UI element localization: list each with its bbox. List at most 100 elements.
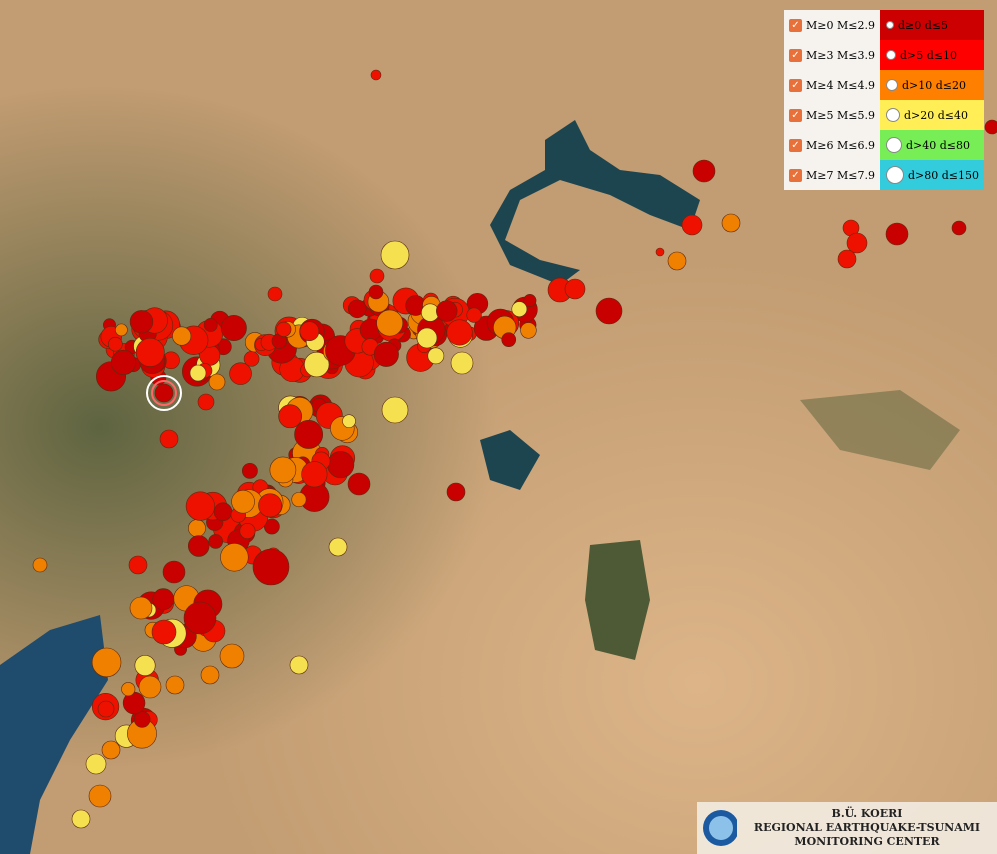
earthquake[interactable] bbox=[220, 543, 249, 572]
earthquake[interactable] bbox=[189, 364, 207, 382]
earthquake[interactable] bbox=[151, 619, 177, 645]
earthquake[interactable] bbox=[219, 643, 245, 669]
earthquake[interactable] bbox=[32, 557, 48, 573]
earthquake[interactable] bbox=[370, 69, 382, 81]
earthquake[interactable] bbox=[220, 315, 247, 342]
earthquake[interactable] bbox=[200, 665, 220, 685]
earthquake[interactable] bbox=[376, 309, 404, 337]
earthquake[interactable] bbox=[154, 383, 174, 403]
earthquake[interactable] bbox=[655, 247, 665, 257]
earthquake[interactable] bbox=[446, 482, 466, 502]
earthquake[interactable] bbox=[304, 351, 330, 378]
earthquake[interactable] bbox=[162, 560, 186, 584]
checkbox[interactable]: ✓ bbox=[789, 108, 802, 122]
earthquake[interactable] bbox=[241, 462, 258, 479]
checkbox[interactable]: ✓ bbox=[789, 48, 802, 62]
earthquake[interactable] bbox=[846, 232, 868, 254]
magnitude-filter[interactable]: ✓ M≥3 M≤3.9 bbox=[784, 40, 880, 70]
earthquake[interactable] bbox=[108, 336, 123, 352]
earthquake[interactable] bbox=[984, 119, 997, 135]
earthquake[interactable] bbox=[450, 351, 474, 375]
magnitude-filter[interactable]: ✓ M≥7 M≤7.9 bbox=[784, 160, 880, 190]
earthquake[interactable] bbox=[380, 240, 410, 270]
earthquake[interactable] bbox=[837, 249, 857, 269]
earthquake[interactable] bbox=[347, 472, 371, 496]
earthquake[interactable] bbox=[721, 213, 741, 233]
earthquake[interactable] bbox=[681, 214, 703, 236]
earthquake[interactable] bbox=[951, 220, 967, 236]
earthquake[interactable] bbox=[327, 451, 355, 479]
earthquake[interactable] bbox=[299, 321, 320, 342]
earthquake[interactable] bbox=[667, 251, 687, 271]
earthquake[interactable] bbox=[71, 809, 91, 829]
earthquake[interactable] bbox=[138, 675, 162, 699]
earthquake[interactable] bbox=[328, 537, 348, 557]
magnitude-filter[interactable]: ✓ M≥0 M≤2.9 bbox=[784, 10, 880, 40]
earthquake[interactable] bbox=[239, 523, 256, 540]
earthquake[interactable] bbox=[523, 294, 537, 308]
earthquake[interactable] bbox=[129, 310, 154, 334]
earthquake[interactable] bbox=[276, 321, 292, 337]
earthquake[interactable] bbox=[267, 286, 283, 302]
checkbox[interactable]: ✓ bbox=[789, 18, 802, 32]
earthquake[interactable] bbox=[91, 647, 122, 678]
earthquake[interactable] bbox=[187, 535, 210, 557]
magnitude-filter[interactable]: ✓ M≥6 M≤6.9 bbox=[784, 130, 880, 160]
magnitude-filter[interactable]: ✓ M≥4 M≤4.9 bbox=[784, 70, 880, 100]
earthquake[interactable] bbox=[165, 675, 185, 695]
earthquake[interactable] bbox=[121, 682, 136, 697]
earthquake[interactable] bbox=[152, 588, 175, 611]
earthquake[interactable] bbox=[427, 347, 445, 365]
earthquake[interactable] bbox=[213, 502, 233, 522]
earthquake[interactable] bbox=[291, 492, 307, 508]
earthquake[interactable] bbox=[129, 596, 153, 620]
earthquake[interactable] bbox=[381, 396, 409, 424]
earthquake[interactable] bbox=[134, 654, 156, 676]
earthquake[interactable] bbox=[466, 307, 482, 323]
earthquake[interactable] bbox=[347, 299, 367, 319]
earthquake[interactable] bbox=[269, 456, 297, 484]
earthquake[interactable] bbox=[446, 319, 473, 346]
earthquake[interactable] bbox=[243, 351, 260, 367]
earthquake[interactable] bbox=[229, 362, 252, 385]
earthquake[interactable] bbox=[373, 341, 399, 367]
earthquake[interactable] bbox=[110, 349, 137, 376]
earthquake[interactable] bbox=[301, 461, 328, 488]
earthquake[interactable] bbox=[203, 318, 218, 332]
checkbox[interactable]: ✓ bbox=[789, 168, 802, 182]
earthquake[interactable] bbox=[197, 393, 215, 411]
earthquake[interactable] bbox=[369, 268, 385, 284]
earthquake[interactable] bbox=[188, 519, 206, 538]
earthquake[interactable] bbox=[128, 555, 148, 575]
earthquake[interactable] bbox=[416, 327, 438, 349]
earthquake[interactable] bbox=[88, 784, 112, 808]
earthquake[interactable] bbox=[183, 601, 217, 635]
earthquake[interactable] bbox=[511, 301, 528, 318]
earthquake[interactable] bbox=[172, 326, 192, 346]
earthquake[interactable] bbox=[501, 332, 517, 347]
earthquake[interactable] bbox=[294, 419, 324, 449]
checkbox[interactable]: ✓ bbox=[789, 138, 802, 152]
earthquake[interactable] bbox=[595, 297, 623, 325]
earthquake[interactable] bbox=[115, 323, 128, 337]
earthquake[interactable] bbox=[278, 404, 303, 429]
earthquake[interactable] bbox=[436, 300, 458, 322]
earthquake[interactable] bbox=[135, 337, 165, 367]
earthquake[interactable] bbox=[692, 159, 716, 183]
earthquake[interactable] bbox=[85, 753, 107, 775]
earthquake[interactable] bbox=[520, 322, 537, 339]
checkbox[interactable]: ✓ bbox=[789, 78, 802, 92]
earthquake[interactable] bbox=[258, 493, 283, 518]
earthquake[interactable] bbox=[231, 489, 255, 514]
earthquake[interactable] bbox=[368, 284, 384, 300]
earthquake[interactable] bbox=[185, 491, 215, 521]
magnitude-filter[interactable]: ✓ M≥5 M≤5.9 bbox=[784, 100, 880, 130]
earthquake[interactable] bbox=[564, 278, 586, 300]
earthquake[interactable] bbox=[252, 548, 290, 586]
earthquake[interactable] bbox=[159, 429, 179, 449]
earthquake[interactable] bbox=[208, 534, 224, 549]
earthquake[interactable] bbox=[342, 414, 356, 428]
earthquake[interactable] bbox=[133, 711, 151, 728]
earthquake[interactable] bbox=[885, 222, 909, 246]
earthquake[interactable] bbox=[289, 655, 309, 675]
